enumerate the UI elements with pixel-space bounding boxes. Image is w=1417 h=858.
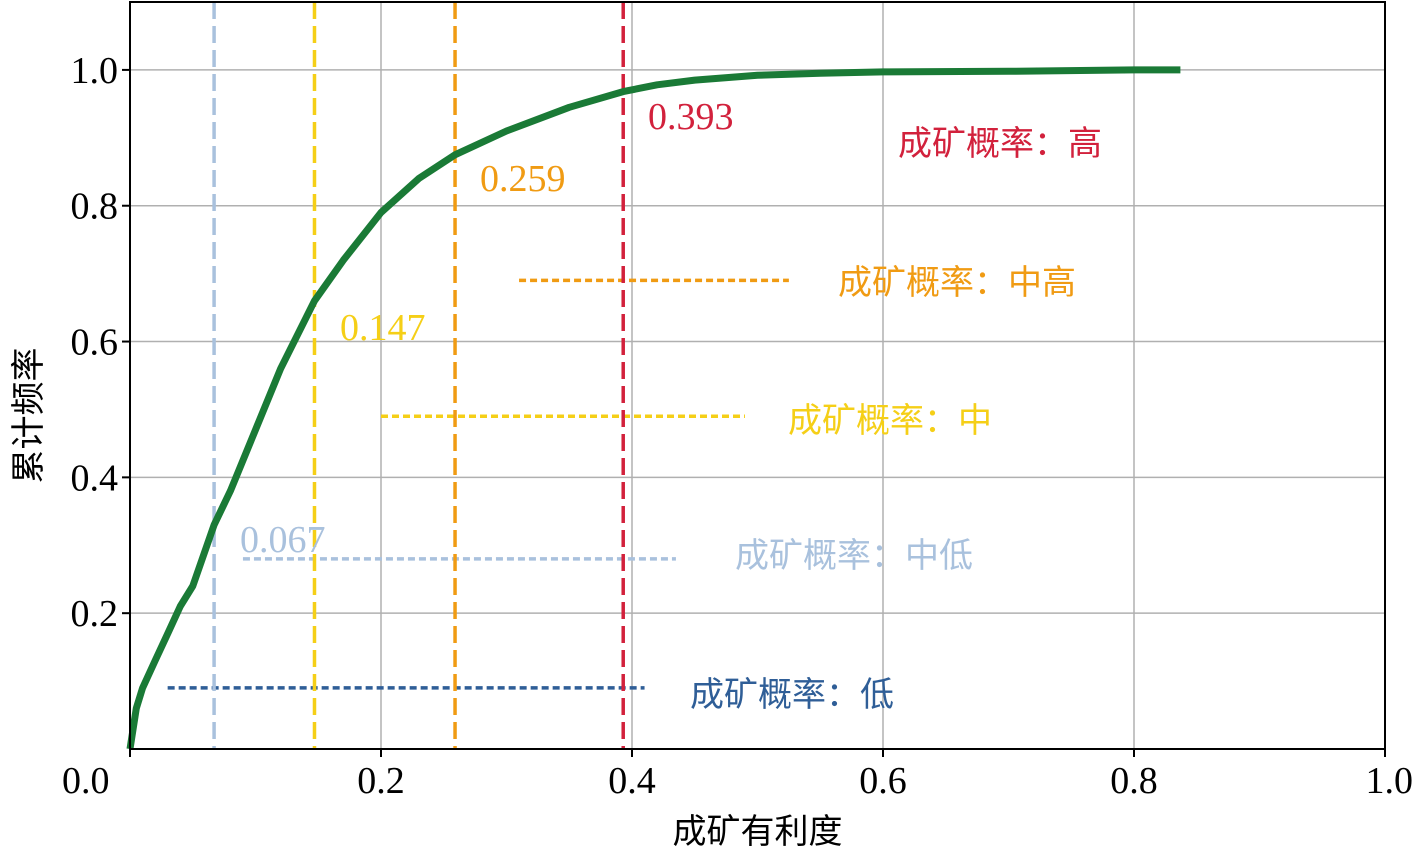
- x-tick-label-5: 1.0: [1366, 760, 1414, 802]
- x-tick-label-0: 0.0: [62, 760, 110, 802]
- cumulative-curve-line: [126, 66, 1181, 750]
- class-labels: 成矿概率：低 成矿概率：中低 成矿概率：中 成矿概率：中高 成矿概率：高: [690, 124, 1102, 715]
- y-tick-label-2: 0.6: [71, 322, 119, 364]
- threshold-label-0: 0.067: [240, 519, 326, 561]
- y-axis-ticks: 0.2 0.4 0.6 0.8 1.0: [71, 50, 130, 635]
- threshold-label-1: 0.147: [340, 307, 426, 349]
- threshold-labels: 0.067 0.147 0.259 0.393: [240, 96, 734, 561]
- threshold-lines: [212, 2, 625, 749]
- y-tick-label-3: 0.8: [71, 186, 119, 228]
- y-tick-label-4: 1.0: [71, 50, 119, 92]
- y-axis-title: 累计频率: [9, 348, 49, 484]
- class-label-4: 成矿概率：高: [898, 124, 1102, 164]
- x-axis-ticks: 0.0 0.2 0.4 0.6 0.8 1.0: [62, 749, 1413, 802]
- x-tick-label-4: 0.8: [1110, 760, 1158, 802]
- class-label-1: 成矿概率：中低: [735, 536, 973, 576]
- plot-frame: [129, 1, 1386, 750]
- y-tick-label-1: 0.4: [71, 457, 119, 499]
- grid-lines: [130, 2, 1385, 749]
- threshold-label-2: 0.259: [480, 158, 566, 200]
- threshold-label-3: 0.393: [648, 96, 734, 138]
- x-tick-label-3: 0.6: [859, 760, 907, 802]
- x-tick-label-1: 0.2: [357, 760, 405, 802]
- x-tick-label-2: 0.4: [608, 760, 656, 802]
- class-label-2: 成矿概率：中: [788, 401, 992, 441]
- class-label-3: 成矿概率：中高: [838, 263, 1076, 303]
- class-label-0: 成矿概率：低: [690, 675, 894, 715]
- y-tick-label-0: 0.2: [71, 593, 119, 635]
- x-axis-title: 成矿有利度: [673, 812, 843, 852]
